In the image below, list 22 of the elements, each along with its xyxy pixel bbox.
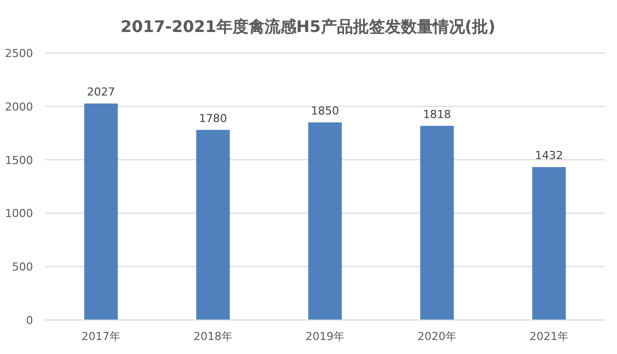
y-tick-label: 1000 (5, 207, 33, 220)
y-tick-label: 500 (12, 260, 33, 274)
x-tick-label: 2018年 (194, 330, 232, 343)
data-label: 1850 (311, 104, 339, 118)
bar (532, 167, 566, 320)
bar (84, 104, 118, 320)
chart-title: 2017-2021年度禽流感H5产品批签发数量情况(批) (120, 17, 496, 36)
bar (420, 126, 454, 320)
data-label: 1818 (423, 108, 451, 121)
y-tick-label: 2500 (5, 47, 33, 60)
x-tick-label: 2021年 (530, 330, 568, 343)
data-label: 1432 (535, 149, 563, 162)
bar (196, 130, 230, 320)
y-tick-label: 1500 (5, 154, 33, 167)
y-tick-label: 0 (26, 314, 33, 327)
bar (308, 122, 342, 320)
x-tick-label: 2020年 (418, 330, 456, 343)
x-tick-label: 2017年 (82, 330, 120, 343)
y-tick-label: 2000 (5, 100, 33, 114)
x-tick-label: 2019年 (306, 330, 344, 343)
data-label: 1780 (199, 112, 227, 125)
data-label: 2027 (87, 86, 115, 99)
